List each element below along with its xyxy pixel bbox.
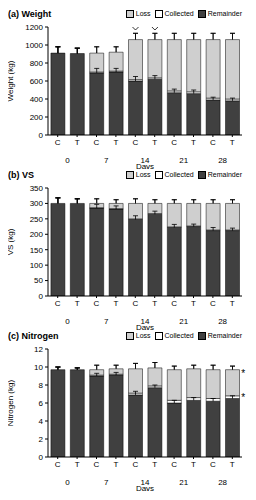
svg-text:T: T — [230, 460, 235, 469]
svg-text:350: 350 — [30, 184, 44, 193]
svg-text:T: T — [152, 138, 157, 147]
svg-text:21: 21 — [179, 317, 188, 326]
svg-text:Nitrogen (kg): Nitrogen (kg) — [8, 380, 15, 427]
svg-text:0: 0 — [65, 156, 70, 165]
svg-text:7: 7 — [104, 156, 109, 165]
svg-text:C: C — [171, 460, 177, 469]
svg-text:0: 0 — [39, 453, 44, 462]
svg-text:800: 800 — [30, 59, 44, 68]
svg-text:Days: Days — [136, 323, 154, 330]
svg-text:T: T — [191, 299, 196, 308]
html-text:Loss: Loss — [135, 10, 151, 17]
svg-text:200: 200 — [30, 113, 44, 122]
svg-text:21: 21 — [179, 156, 188, 165]
svg-text:C: C — [55, 299, 61, 308]
svg-text:250: 250 — [30, 215, 44, 224]
svg-text:300: 300 — [30, 199, 44, 208]
svg-text:28: 28 — [218, 317, 227, 326]
svg-text:T: T — [152, 460, 157, 469]
svg-text:0: 0 — [39, 292, 44, 301]
html-text:Loss: Loss — [135, 171, 151, 178]
svg-text:*: * — [241, 392, 245, 403]
svg-text:C: C — [132, 138, 138, 147]
svg-text:28: 28 — [218, 478, 227, 487]
svg-text:Weight (kg): Weight (kg) — [8, 60, 15, 101]
svg-text:T: T — [152, 299, 157, 308]
svg-text:14: 14 — [140, 317, 150, 326]
svg-text:400: 400 — [30, 95, 44, 104]
svg-text:C: C — [210, 138, 216, 147]
svg-text:10: 10 — [34, 363, 43, 372]
html-text:(c) Nitrogen: (c) Nitrogen — [8, 330, 59, 341]
svg-text:T: T — [75, 138, 80, 147]
svg-text:C: C — [94, 138, 100, 147]
svg-text:VS (kg): VS (kg) — [8, 228, 15, 255]
svg-text:1200: 1200 — [25, 23, 43, 32]
svg-text:21: 21 — [179, 478, 188, 487]
svg-text:12: 12 — [34, 345, 43, 354]
svg-text:T: T — [113, 460, 118, 469]
svg-text:150: 150 — [30, 246, 44, 255]
html-text:Remainder: Remainder — [207, 171, 242, 178]
svg-text:Days: Days — [136, 484, 154, 491]
svg-text:T: T — [191, 460, 196, 469]
svg-text:C: C — [132, 299, 138, 308]
svg-text:T: T — [230, 138, 235, 147]
svg-text:C: C — [210, 460, 216, 469]
svg-text:T: T — [75, 299, 80, 308]
svg-text:Days: Days — [136, 162, 154, 169]
svg-text:C: C — [210, 299, 216, 308]
svg-text:T: T — [230, 299, 235, 308]
html-text:Collected: Collected — [164, 10, 194, 17]
html-text:Collected: Collected — [164, 332, 194, 339]
svg-text:0: 0 — [39, 131, 44, 140]
html-text:(a) Weight: (a) Weight — [8, 8, 52, 19]
svg-text:C: C — [55, 138, 61, 147]
svg-text:C: C — [94, 299, 100, 308]
svg-text:0: 0 — [65, 317, 70, 326]
html-text:(b) VS: (b) VS — [8, 169, 34, 180]
svg-text:T: T — [113, 138, 118, 147]
svg-text:T: T — [75, 460, 80, 469]
svg-text:14: 14 — [140, 156, 150, 165]
svg-text:7: 7 — [104, 478, 109, 487]
svg-text:C: C — [55, 460, 61, 469]
svg-text:100: 100 — [30, 261, 44, 270]
svg-text:T: T — [113, 299, 118, 308]
html-text:Remainder: Remainder — [207, 332, 242, 339]
html-text:Loss: Loss — [135, 332, 151, 339]
svg-text:*: * — [241, 368, 245, 379]
svg-text:1000: 1000 — [25, 41, 43, 50]
html-text:Remainder: Remainder — [207, 10, 242, 17]
svg-text:C: C — [171, 299, 177, 308]
svg-text:6: 6 — [39, 399, 44, 408]
svg-text:C: C — [94, 460, 100, 469]
svg-text:2: 2 — [39, 435, 44, 444]
svg-text:14: 14 — [140, 478, 150, 487]
svg-text:28: 28 — [218, 156, 227, 165]
html-text:Collected: Collected — [164, 171, 194, 178]
svg-text:C: C — [171, 138, 177, 147]
svg-text:0: 0 — [65, 478, 70, 487]
svg-text:4: 4 — [39, 417, 44, 426]
svg-text:C: C — [132, 460, 138, 469]
svg-text:8: 8 — [39, 381, 44, 390]
svg-text:50: 50 — [34, 276, 43, 285]
svg-text:200: 200 — [30, 230, 44, 239]
svg-text:7: 7 — [104, 317, 109, 326]
svg-text:600: 600 — [30, 77, 44, 86]
svg-text:T: T — [191, 138, 196, 147]
